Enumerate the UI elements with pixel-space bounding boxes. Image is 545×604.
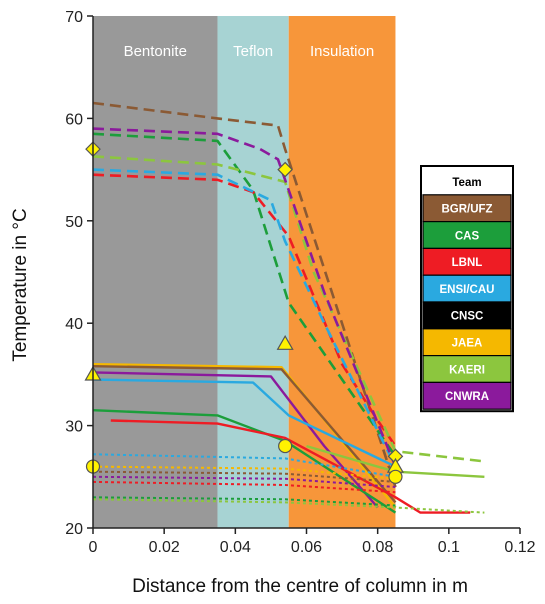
series-cas-dotted <box>92 496 396 507</box>
y-tick-label: 20 <box>65 521 83 538</box>
series-cnwra-solid <box>92 371 379 509</box>
x-tick-label: 0.04 <box>220 539 251 556</box>
legend-swatch <box>422 274 512 303</box>
measurement-circle-marker <box>388 469 403 484</box>
region-label: Bentonite <box>124 43 187 60</box>
y-tick-label: 60 <box>65 111 83 128</box>
x-tick-label: 0 <box>89 539 98 556</box>
series-cnwra-dotted <box>92 475 396 488</box>
legend-swatch <box>422 301 512 330</box>
x-tick-label: 0.08 <box>362 539 393 556</box>
legend-swatch <box>422 381 512 410</box>
series-lbnl-dashed <box>92 173 397 447</box>
legend-entry-label: CNWRA <box>445 391 489 403</box>
measurement-triangle-marker <box>276 334 294 350</box>
series-ensi-cau-dotted <box>92 453 396 478</box>
legend-swatch <box>422 355 512 384</box>
series-cnwra-dashed <box>92 127 397 468</box>
legend-swatch <box>422 194 512 223</box>
legend-entry-label: JAEA <box>452 337 483 349</box>
legend: Team BGR/UFZ CAS LBNL ENSI/CAU CNSC JAEA KAERI C… <box>420 165 514 413</box>
legend-entry-label: CNSC <box>451 311 484 323</box>
region-bentonite <box>93 16 218 528</box>
y-tick-label: 40 <box>65 316 83 333</box>
x-tick-label: 0.06 <box>291 539 322 556</box>
series-cas-dashed <box>92 132 397 458</box>
legend-entry-label: CAS <box>455 230 480 242</box>
legend-entry-label: ENSI/CAU <box>440 284 495 296</box>
x-axis-title: Distance from the centre of column in m <box>132 576 468 597</box>
series-bgr-ufz-dotted <box>92 470 396 483</box>
measurement-circle-marker <box>278 438 293 454</box>
x-tick-label: 0.1 <box>438 539 460 556</box>
y-tick-label: 50 <box>65 214 83 231</box>
legend-title: Team <box>452 177 481 189</box>
legend-entry-label: KAERI <box>449 364 485 376</box>
series-bgr-ufz-solid <box>92 365 397 504</box>
y-tick-label: 70 <box>65 9 83 26</box>
series-lines <box>92 101 485 514</box>
x-tick-label: 0.02 <box>149 539 180 556</box>
y-axis-title: Temperature in °C <box>10 208 31 361</box>
region-teflon <box>217 16 289 528</box>
series-kaeri-dotted <box>92 498 485 514</box>
series-bgr-ufz-dashed <box>92 101 397 488</box>
legend-swatch <box>422 247 512 276</box>
y-tick-label: 30 <box>65 419 83 436</box>
measurement-diamond-marker <box>277 161 293 178</box>
series-lbnl-dotted <box>92 480 396 494</box>
series-ensi-cau-solid <box>92 378 397 468</box>
legend-entry-label: BGR/UFZ <box>441 203 492 215</box>
series-kaeri-dashed <box>92 155 485 463</box>
x-tick-label: 0.12 <box>504 539 535 556</box>
series-ensi-cau-dashed <box>92 168 397 468</box>
region-label: Insulation <box>310 43 374 60</box>
legend-entry-label: LBNL <box>452 257 483 269</box>
legend-swatch <box>422 221 512 250</box>
axes: 0 0.02 0.04 0.06 0.08 0.1 0.12 20 30 40 50 60 70 <box>65 9 535 556</box>
series-jaea-dotted <box>92 465 396 480</box>
region-label: Teflon <box>233 43 273 60</box>
